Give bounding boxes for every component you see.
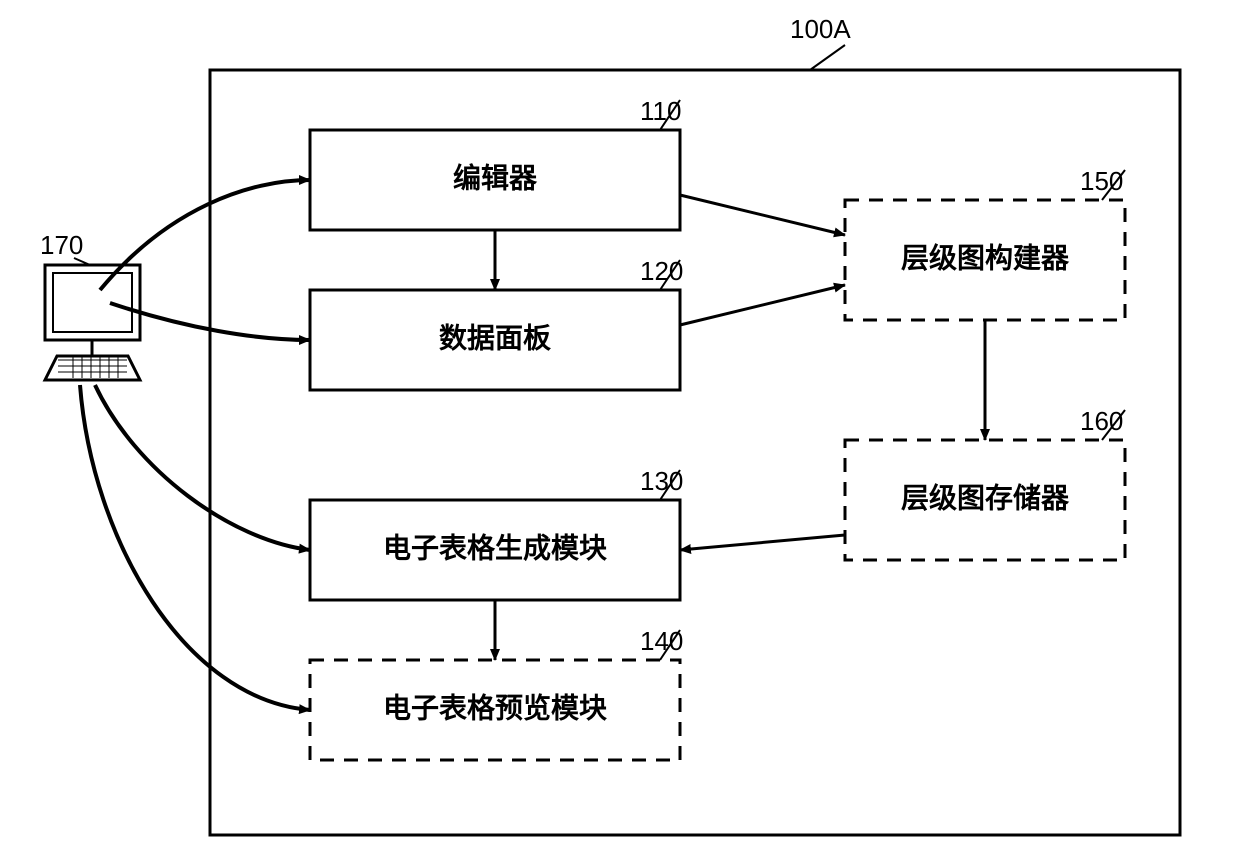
outer-container [210,70,1180,835]
outer-ref-leader [810,45,845,70]
box-panel-label: 数据面板 [439,322,551,353]
box-genmod-ref: 130 [640,466,683,496]
box-genmod-label: 电子表格生成模块 [383,532,607,563]
arrow-panel_to_builder [680,285,845,325]
box-builder-label: 层级图构建器 [901,242,1070,273]
box-editor-label: 编辑器 [453,161,538,193]
diagram-canvas: 100A 编辑器 110 数据面板 120 电子表格生成模块 130 电子表格预览模块 140 层… [0,0,1240,861]
box-preview-label: 电子表格预览模块 [383,692,607,723]
outer-ref-label: 100A [790,14,851,44]
curve-pc_to_genmod [95,385,310,550]
arrow-editor_to_builder [680,195,845,235]
terminal-ref: 170 [40,230,83,260]
arrow-storage_to_genmod [680,535,845,550]
box-editor-ref: 110 [640,96,681,126]
terminal-icon [45,265,140,380]
curve-pc_to_preview [80,385,310,710]
box-storage-label: 层级图存储器 [901,481,1070,513]
box-preview-ref: 140 [640,626,683,656]
box-panel-ref: 120 [640,256,683,286]
